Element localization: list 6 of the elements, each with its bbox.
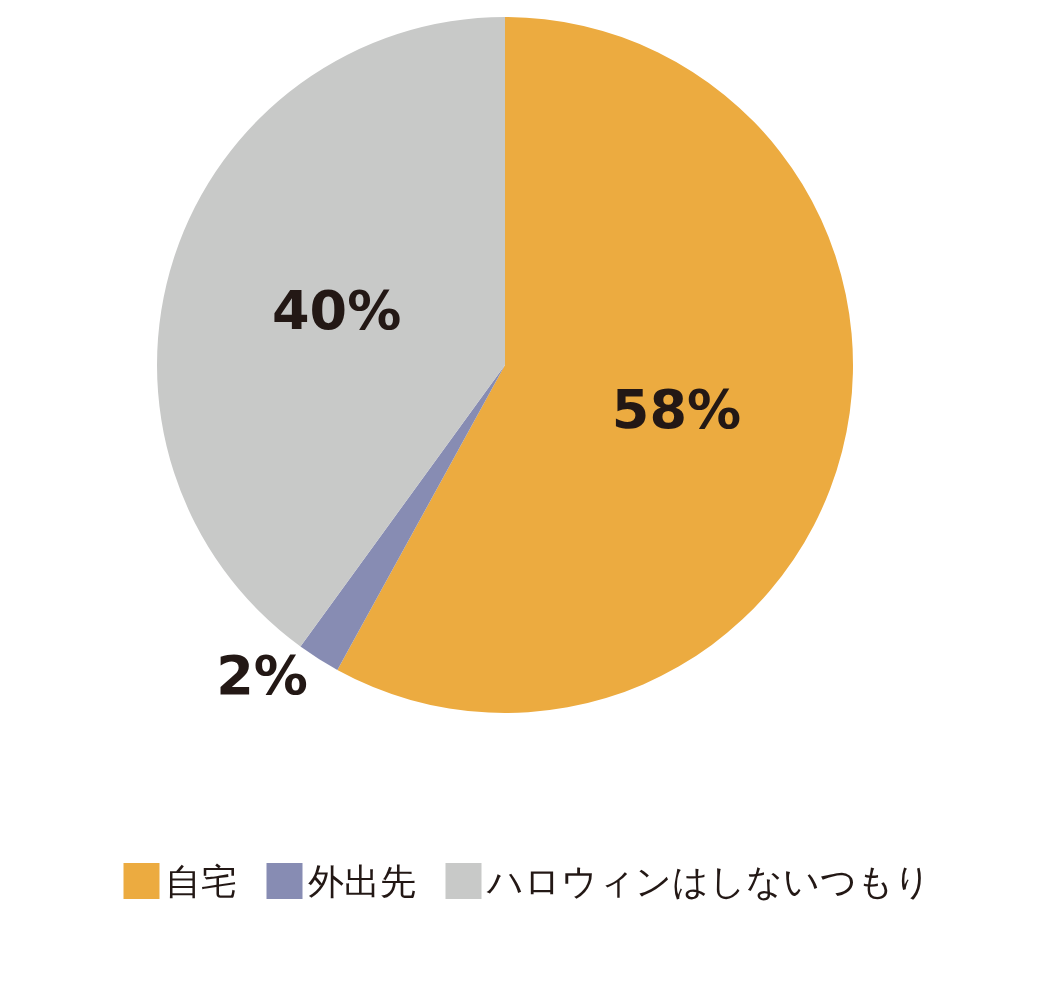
legend-label: ハロウィンはしないつもり	[485, 860, 931, 902]
legend-label: 自宅	[164, 860, 237, 902]
legend-label: 外出先	[307, 860, 416, 902]
data-label: 40%	[272, 278, 402, 342]
data-label: 2%	[216, 644, 308, 708]
data-label: 58%	[611, 377, 742, 441]
